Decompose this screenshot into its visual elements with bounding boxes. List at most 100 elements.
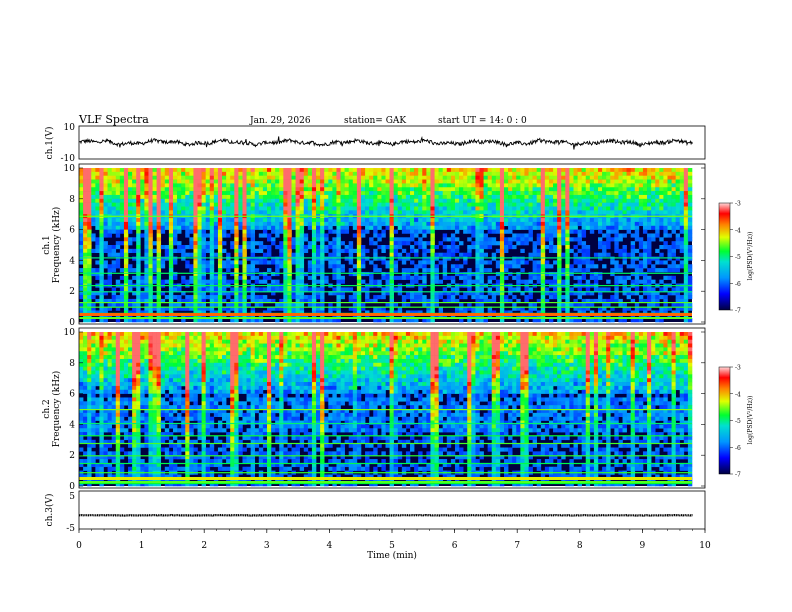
spectro-cell bbox=[332, 194, 337, 200]
spectro-cell bbox=[414, 218, 419, 223]
spectro-cell bbox=[373, 306, 378, 311]
spectro-cell bbox=[622, 279, 627, 284]
spectro-cell bbox=[103, 318, 108, 323]
spectro-cell bbox=[454, 206, 460, 211]
spectro-cell bbox=[242, 210, 247, 215]
spectro-cell bbox=[565, 194, 570, 200]
spectro-cell bbox=[222, 275, 227, 280]
spectro-cell bbox=[381, 229, 386, 234]
spectro-cell bbox=[193, 194, 198, 200]
spectro-cell bbox=[266, 206, 272, 211]
spectro-cell bbox=[389, 287, 394, 292]
spectro-cell bbox=[152, 187, 157, 192]
spectro-cell bbox=[516, 264, 521, 269]
spectro-cell bbox=[544, 175, 550, 180]
spectro-cell bbox=[303, 237, 309, 242]
spectro-cell bbox=[454, 298, 460, 304]
spectro-cell bbox=[512, 302, 517, 307]
spectro-cell bbox=[83, 202, 88, 207]
spectro-cell bbox=[230, 241, 235, 246]
spectro-cell bbox=[491, 179, 497, 184]
spectro-cell bbox=[553, 202, 558, 207]
spectro-cell bbox=[512, 275, 517, 280]
spectro-cell bbox=[663, 198, 668, 203]
spectro-cell bbox=[103, 260, 108, 265]
spectro-cell bbox=[667, 291, 672, 296]
spectro-cell bbox=[647, 198, 652, 203]
spectro-cell bbox=[238, 252, 243, 257]
spectro-cell bbox=[679, 287, 685, 292]
spectro-cell bbox=[647, 206, 652, 211]
spectro-cell bbox=[634, 248, 640, 253]
spectro-cell bbox=[336, 168, 341, 173]
spectro-cell bbox=[144, 198, 149, 203]
spectro-cell bbox=[565, 287, 570, 292]
spectro-cell bbox=[638, 198, 644, 203]
spectro-cell bbox=[295, 314, 300, 319]
spectro-cell bbox=[655, 175, 660, 180]
spectro-cell bbox=[295, 206, 300, 211]
spectro-cell bbox=[156, 237, 162, 242]
spectro-cell bbox=[123, 245, 129, 250]
spectro-cell bbox=[602, 245, 607, 250]
spectro-cell bbox=[123, 306, 129, 311]
spectro-cell bbox=[152, 221, 157, 227]
spectro-cell bbox=[132, 168, 137, 173]
spectro-cell bbox=[83, 478, 88, 483]
spectro-cell bbox=[136, 306, 141, 311]
spectro-cell bbox=[393, 237, 399, 242]
spectro-cell bbox=[140, 206, 145, 211]
spectro-cell bbox=[83, 218, 88, 223]
spectro-cell bbox=[99, 378, 104, 383]
spectro-cell bbox=[79, 179, 84, 184]
spectro-cell bbox=[311, 260, 317, 265]
spectro-cell bbox=[168, 310, 174, 315]
spectro-cell bbox=[311, 229, 317, 234]
spectro-cell bbox=[123, 310, 129, 315]
spectro-cell bbox=[430, 279, 435, 284]
spectro-cell bbox=[618, 233, 623, 238]
spectro-cell bbox=[434, 298, 439, 304]
spectro-cell bbox=[79, 237, 84, 242]
spectro-cell bbox=[156, 229, 162, 234]
spectro-cell bbox=[132, 179, 137, 184]
spectro-cell bbox=[638, 298, 644, 304]
spectro-cell bbox=[532, 171, 538, 176]
spectro-cell bbox=[598, 171, 603, 176]
spectro-cell bbox=[532, 221, 538, 227]
spectro-cell bbox=[679, 229, 685, 234]
spectro-cell bbox=[573, 291, 578, 296]
spectro-cell bbox=[123, 210, 129, 215]
spectro-cell bbox=[177, 202, 182, 207]
spectro-cell bbox=[152, 264, 157, 269]
spectro-cell bbox=[123, 318, 129, 323]
spectro-cell bbox=[598, 179, 603, 184]
spectro-cell bbox=[651, 194, 656, 200]
spectro-cell bbox=[446, 275, 452, 280]
spectro-cell bbox=[287, 237, 292, 242]
spectro-cell bbox=[242, 191, 247, 196]
spectro-cell bbox=[164, 218, 170, 223]
spectro-cell bbox=[316, 291, 321, 296]
spectro-cell bbox=[332, 256, 337, 261]
spectro-cell bbox=[483, 175, 488, 180]
spectro-cell bbox=[299, 175, 305, 180]
spectro-cell bbox=[577, 175, 582, 180]
spectro-cell bbox=[83, 168, 88, 173]
spectro-cell bbox=[316, 191, 321, 196]
spectro-cell bbox=[262, 175, 268, 180]
spectro-cell bbox=[495, 210, 501, 215]
spectro-cell bbox=[634, 221, 640, 227]
spectro-cell bbox=[479, 245, 484, 250]
spectro-cell bbox=[573, 268, 578, 273]
spectro-cell bbox=[119, 202, 125, 207]
spectro-cell bbox=[262, 221, 268, 227]
spectro-cell bbox=[405, 210, 411, 215]
spectro-cell bbox=[475, 221, 480, 227]
spectro-cell bbox=[201, 264, 206, 269]
spectro-cell bbox=[197, 175, 202, 180]
spectro-cell bbox=[442, 287, 448, 292]
spectro-cell bbox=[205, 179, 211, 184]
spectro-cell bbox=[459, 271, 464, 277]
spectro-cell bbox=[548, 229, 554, 234]
